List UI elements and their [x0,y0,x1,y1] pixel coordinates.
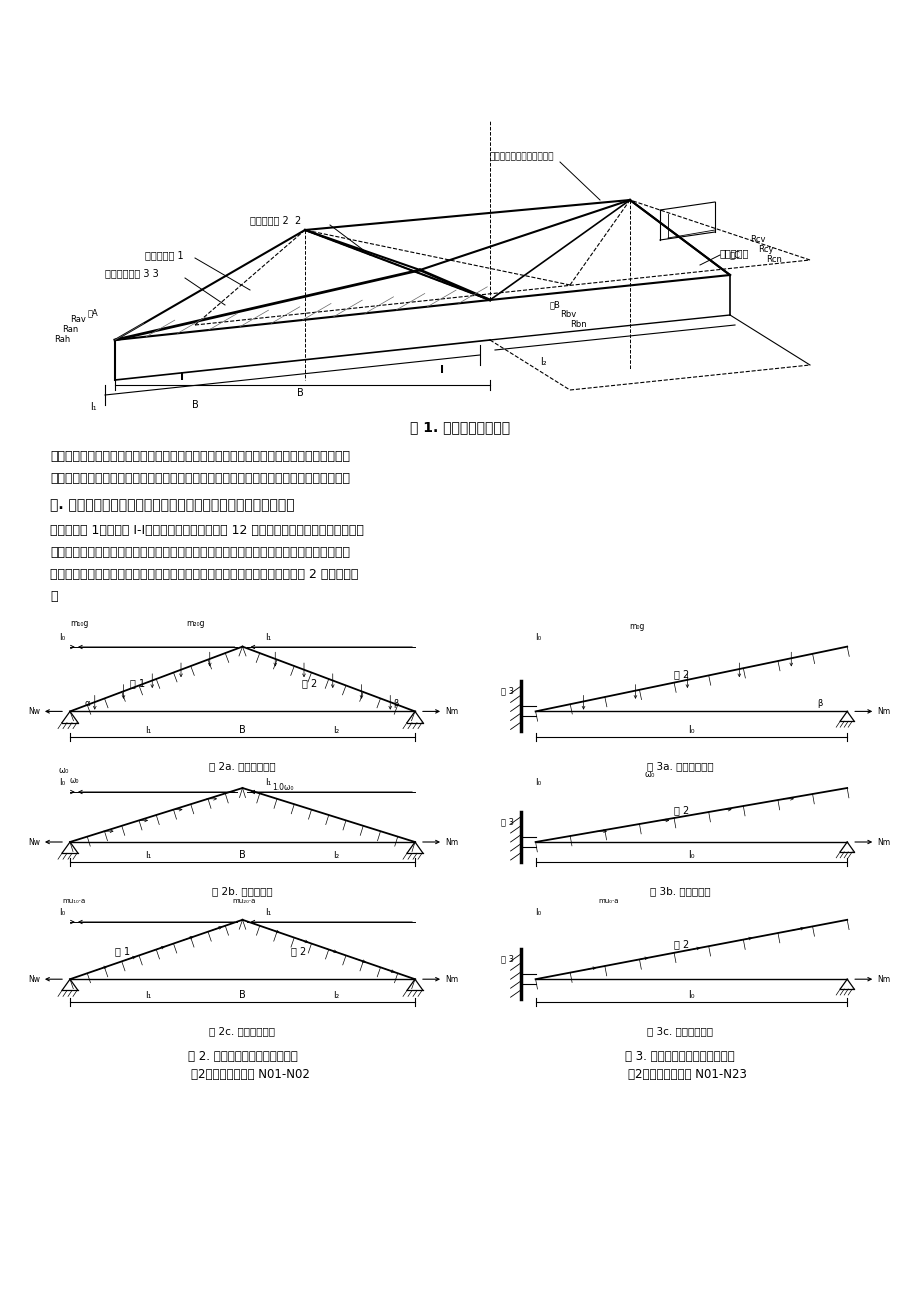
Text: B: B [239,850,245,861]
Text: B: B [239,990,245,1000]
Text: 图 2a. 重力荷载受图: 图 2a. 重力荷载受图 [209,760,276,771]
Text: l₂: l₂ [539,357,546,367]
Text: l₁: l₁ [265,633,271,642]
Text: Rav: Rav [70,315,85,324]
Text: Nw: Nw [28,707,40,716]
Text: 图 3. 三坡组合荷载集，作用加于: 图 3. 三坡组合荷载集，作用加于 [625,1049,734,1062]
Text: 板 2: 板 2 [290,947,306,956]
Text: 图 3b. 风荷载受图: 图 3b. 风荷载受图 [649,885,709,896]
Text: m₁₀g: m₁₀g [70,618,88,628]
Text: 图 2c. 地震水平荷载: 图 2c. 地震水平荷载 [210,1026,275,1036]
Text: l₁: l₁ [265,907,271,917]
Text: 柱A: 柱A [88,309,98,316]
Text: ω₀: ω₀ [59,766,69,775]
Text: l₂: l₂ [333,991,339,1000]
Text: 柱 3: 柱 3 [500,816,513,825]
Text: 图 3c. 地震水平荷载: 图 3c. 地震水平荷载 [646,1026,712,1036]
Text: l₁: l₁ [265,779,271,786]
Text: mu₂₀·a: mu₂₀·a [233,898,255,904]
Text: 板 1: 板 1 [130,678,145,687]
Text: l₀: l₀ [535,633,541,642]
Text: Nm: Nm [445,838,458,848]
Text: Rcv: Rcv [749,234,765,243]
Text: I: I [180,372,184,381]
Text: l₀: l₀ [687,850,694,861]
Text: β: β [816,699,822,708]
Text: 板 1: 板 1 [115,947,130,956]
Text: Nm: Nm [876,707,890,716]
Text: 柱 3: 柱 3 [500,686,513,695]
Text: 板 2: 板 2 [302,678,317,687]
Text: ω₀: ω₀ [644,769,654,779]
Text: 似计算，假定其顺沿平面荷载沿长向是常数，这正如四面支承的矩形平板可以被简化为单向: 似计算，假定其顺沿平面荷载沿长向是常数，这正如四面支承的矩形平板可以被简化为单向 [50,546,349,559]
Text: 图 1. 四坡屋顶空间模型: 图 1. 四坡屋顶空间模型 [410,421,509,434]
Text: Ran: Ran [62,326,78,335]
Text: I: I [439,365,444,375]
Text: mu₀·a: mu₀·a [597,898,618,904]
Text: 长向梯形板 1: 长向梯形板 1 [145,250,184,260]
Text: Rah: Rah [54,335,70,344]
Text: 图 2. 双坡组合荷载集，作用加于: 图 2. 双坡组合荷载集，作用加于 [187,1049,297,1062]
Text: 型: 型 [50,590,57,603]
Text: Nw: Nw [28,975,40,984]
Text: 窗口上圈梁: 窗口上圈梁 [720,247,749,258]
Text: l₂: l₂ [333,852,339,861]
Text: Nm: Nm [445,975,458,984]
Text: 长向梯形板 2  2: 长向梯形板 2 2 [250,215,301,225]
Text: Rbv: Rbv [560,310,575,319]
Text: 板 2: 板 2 [673,669,688,680]
Text: 板2的顺沿平面荷载 N01-N23: 板2的顺沿平面荷载 N01-N23 [612,1068,746,1081]
Text: l₁: l₁ [90,402,96,411]
Text: m₀g: m₀g [629,621,643,630]
Text: l₀: l₀ [535,779,541,786]
Text: l₀: l₀ [59,633,65,642]
Text: 柱C: 柱C [729,250,740,259]
Text: Nm: Nm [876,838,890,848]
Text: 图 2b. 风荷载受图: 图 2b. 风荷载受图 [212,885,273,896]
Text: l₀: l₀ [687,725,694,736]
Text: α: α [85,699,90,708]
Text: 首先针对图 1的横剖面 I-I，即位于一对长向梯形板 12 的等宽度矩形部分进行分析作为近: 首先针对图 1的横剖面 I-I，即位于一对长向梯形板 12 的等宽度矩形部分进行… [50,523,364,536]
Text: l₀: l₀ [59,907,65,917]
Text: 柱 3: 柱 3 [500,954,513,963]
Text: 1.0ω₀: 1.0ω₀ [272,783,294,792]
Text: 板2的顺沿平面荷载 N01-N02: 板2的顺沿平面荷载 N01-N02 [176,1068,309,1081]
Text: l₁: l₁ [145,991,152,1000]
Text: l₁: l₁ [145,852,152,861]
Text: mu₁₀·a: mu₁₀·a [62,898,85,904]
Text: m₂₀g: m₂₀g [186,618,205,628]
Text: B: B [296,388,303,398]
Text: 斜梁与拉梁构成三角形桁架: 斜梁与拉梁构成三角形桁架 [490,152,554,161]
Text: Rcn: Rcn [766,255,781,264]
Text: l₀: l₀ [535,907,541,917]
Text: l₂: l₂ [333,727,339,736]
Text: β: β [392,699,398,708]
Text: Rbn: Rbn [570,320,586,329]
Text: Nm: Nm [876,975,890,984]
Text: 柱B: 柱B [550,299,561,309]
Text: 板 2: 板 2 [673,805,688,815]
Text: Nm: Nm [445,707,458,716]
Text: 板的情形一样我们取沿长向为一单位宽度的窄条结构作为分析对象，采取了图 2 的两铰拱模: 板的情形一样我们取沿长向为一单位宽度的窄条结构作为分析对象，采取了图 2 的两铰… [50,568,358,581]
Text: ω₀: ω₀ [70,776,79,785]
Text: 图 3a. 重力荷载受图: 图 3a. 重力荷载受图 [646,760,712,771]
Text: B: B [239,725,245,736]
Text: 屋脊三角形板 3 3: 屋脊三角形板 3 3 [105,268,159,279]
Text: 有良好的抗地震性能，只要设计得当，坡屋顶也如此。本文采用伪静力方法分析地震力效应: 有良好的抗地震性能，只要设计得当，坡屋顶也如此。本文采用伪静力方法分析地震力效应 [50,473,349,486]
Text: l₀: l₀ [59,779,65,786]
Text: 板 2: 板 2 [673,940,688,949]
Text: B: B [191,400,199,410]
Text: l₁: l₁ [145,727,152,736]
Text: Nw: Nw [28,838,40,848]
Text: 本文的方法适合于框架结构，稍加变通也适用于砌体结构或框剪剪力墙结构。一般拱结构具: 本文的方法适合于框架结构，稍加变通也适用于砌体结构或框剪剪力墙结构。一般拱结构具 [50,450,349,464]
Text: Rcy: Rcy [757,245,773,254]
Text: l₀: l₀ [687,990,694,1000]
Text: 三. 坡屋面板作为薄壁梁，对顺沿平面荷载的效应进行分析和设计: 三. 坡屋面板作为薄壁梁，对顺沿平面荷载的效应进行分析和设计 [50,497,294,512]
